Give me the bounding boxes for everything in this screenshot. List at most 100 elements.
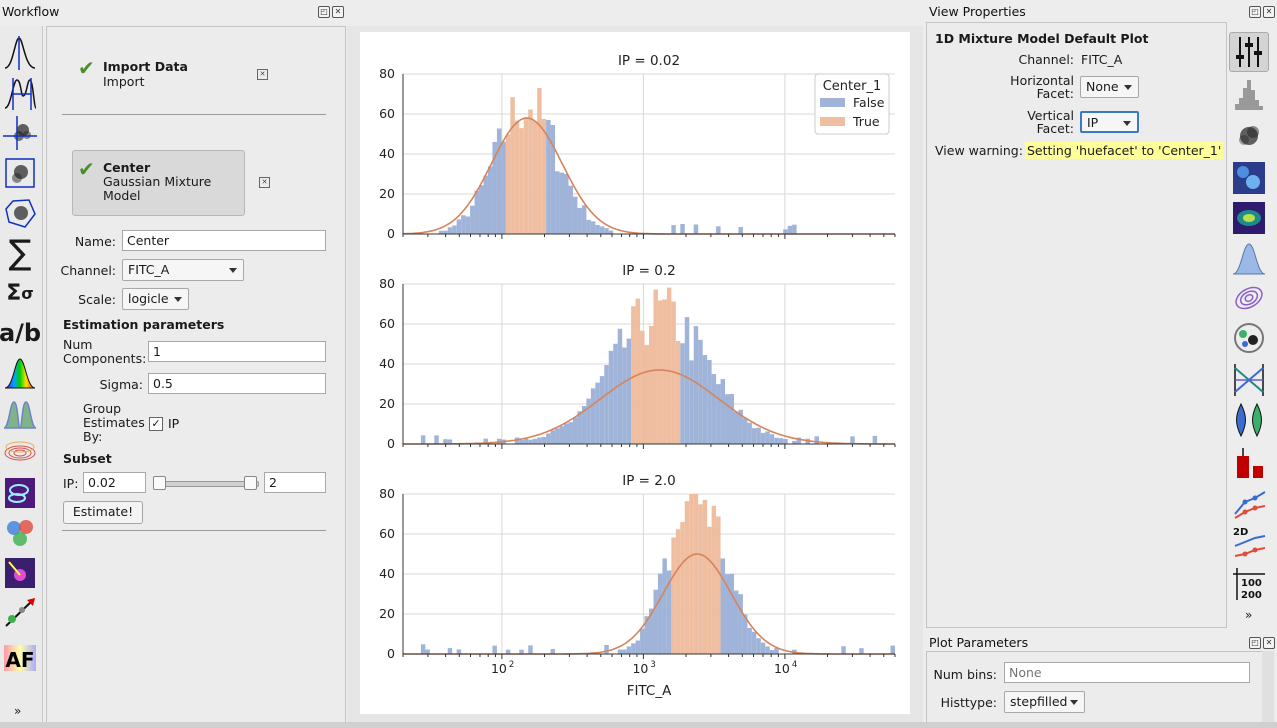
scale-value: logicle [128,291,169,306]
histogram-bar [716,226,721,234]
plot-parameters-scrollbar[interactable] [1262,651,1274,722]
histogram-bar [599,376,605,444]
density-gate-op-icon[interactable] [3,436,37,470]
histogram-bar [725,394,730,444]
stats-1d-view-icon[interactable] [1231,484,1267,523]
histogram-bar [738,409,743,444]
histogram-bar [769,434,775,444]
histogram-bar [733,590,739,654]
histogram-bar [523,117,529,234]
histogram-bar [675,340,681,444]
range-op-icon[interactable] [3,76,37,110]
violin-scatter-view-icon[interactable] [1231,320,1267,359]
ip-max-input[interactable]: 2 [264,472,326,493]
scale-select[interactable]: logicle [122,288,189,310]
histogram-bar [532,121,538,234]
histogram-bar [644,616,649,654]
x-tick-exponent: 2 [509,660,514,670]
ip-slider-handle-min[interactable] [153,476,166,490]
histogram-bar [555,428,560,444]
histogram-bar [711,374,717,444]
histogram-bar [492,645,497,654]
kde-2d-view-icon[interactable] [1231,280,1267,319]
channel-select[interactable]: FITC_A [122,259,244,281]
histogram-bar [729,394,734,444]
view-properties-toggle[interactable] [1229,32,1269,72]
quad-op-icon[interactable] [3,116,37,150]
violin-view-icon[interactable] [1231,402,1267,441]
histogram-bar [711,505,717,654]
float-icon[interactable]: ◰ [1249,6,1261,18]
close-icon[interactable]: ✕ [1263,6,1275,18]
views-toolbar: 2D 100 200 » [1227,28,1273,626]
views-toolbar-more-icon[interactable]: » [1245,608,1253,622]
histogram-plot: 0 20 40 60 80 IP = 0.02 0 20 40 60 80 IP = 0.2 0 20 40… [360,32,910,714]
y-tick-label: 0 [387,436,395,451]
vfacet-select[interactable]: IP [1080,111,1139,133]
sigma-input[interactable]: 0.5 [148,373,326,394]
table-view-icon[interactable]: 100 200 [1231,566,1267,605]
center-item-title[interactable]: Center [103,160,151,175]
close-icon[interactable]: ✕ [1263,637,1275,649]
estimate-button[interactable]: Estimate! [63,501,143,524]
ip-slider-handle-max[interactable] [244,476,257,490]
histogram-bar [716,384,721,444]
histogram-bar [559,172,565,234]
bar-chart-view-icon[interactable] [1231,444,1267,483]
histogram2d-view-icon[interactable] [1231,160,1267,199]
hfacet-select[interactable]: None [1080,76,1139,98]
range2d-op-icon[interactable] [3,156,37,190]
ip-checkbox[interactable]: ✓ [149,417,163,431]
histtype-select[interactable]: stepfilled [1004,691,1085,713]
panel-title: IP = 0.02 [618,53,680,69]
histogram-bar [604,365,609,444]
float-icon[interactable]: ◰ [318,6,330,18]
delete-import-icon[interactable]: ✕ [257,69,268,80]
histogram-bar [447,439,453,444]
stats-sum-icon[interactable]: ∑ [8,233,32,273]
tasbe-op-icon[interactable] [3,596,37,630]
histogram-view-icon[interactable] [1231,76,1267,115]
stats-2d-view-icon[interactable]: 2D [1231,524,1267,563]
kde-1d-view-icon[interactable] [1231,240,1267,279]
threshold-op-icon[interactable] [3,36,37,70]
histogram-bar [572,417,578,444]
y-tick-label: 40 [379,356,395,371]
bleedthrough-op-icon[interactable] [3,356,37,390]
import-item-title[interactable]: Import Data [103,59,188,74]
ip-min-input[interactable]: 0.02 [83,472,146,493]
autofluorescence-op-icon[interactable]: AF [3,641,37,675]
histogram-bar [693,224,699,234]
histogram-bar [479,185,484,234]
polygon-op-icon[interactable] [3,196,37,230]
histogram-bar [559,426,565,444]
float-icon[interactable]: ◰ [1249,637,1261,649]
ratio-op-icon[interactable]: a/b [0,319,42,347]
kmeans-op-icon[interactable] [3,516,37,550]
gaussian-mixture-op-icon[interactable] [3,396,37,430]
panel-title: IP = 0.2 [622,263,676,279]
plot-parameters-title: Plot Parameters [929,635,1029,650]
numbins-input[interactable] [1004,662,1250,683]
pca-op-icon[interactable] [3,556,37,590]
histogram-bar [443,439,448,444]
close-icon[interactable]: ✕ [332,6,344,18]
name-input[interactable]: Center [122,230,326,251]
scatterplot-view-icon[interactable] [1231,118,1267,157]
y-tick-label: 80 [379,276,395,291]
x-tick-label: 10 [491,661,507,676]
view-warning-value: Setting 'huefacet' to 'Center_1' [1025,142,1224,159]
parallel-coords-view-icon[interactable] [1231,362,1267,401]
ip-checkbox-label: IP [168,416,180,431]
num-components-input[interactable]: 1 [148,341,326,362]
panel-title: IP = 2.0 [622,473,676,489]
flowpeaks-op-icon[interactable] [3,476,37,510]
chevron-down-icon [1123,121,1131,126]
histogram-bar [680,522,685,654]
toolbar-more-icon[interactable]: » [14,704,22,718]
delete-center-icon[interactable]: ✕ [259,177,270,188]
center-item-card[interactable] [72,150,245,216]
density-view-icon[interactable] [1231,200,1267,239]
group-estimates-label: Group Estimates By: [83,401,145,444]
